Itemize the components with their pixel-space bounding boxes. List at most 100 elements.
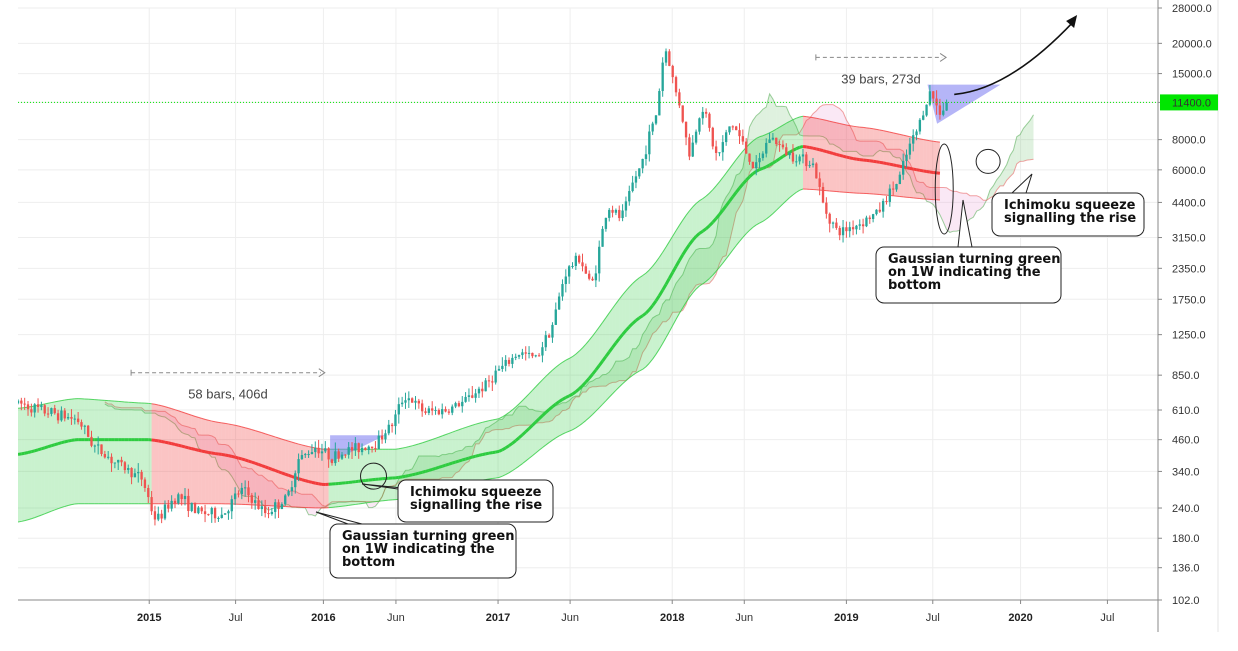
gaussian-mid: [238, 458, 241, 459]
gaussian-band-segment: [803, 116, 806, 189]
candle-body: [628, 191, 630, 201]
gaussian-upper: [402, 447, 405, 448]
gaussian-mid: [285, 474, 288, 475]
candle-body: [812, 164, 814, 166]
gaussian-mid: [38, 449, 41, 450]
gaussian-band-segment: [222, 423, 225, 504]
candle-body: [692, 143, 694, 157]
candle-body: [909, 144, 911, 155]
gaussian-mid: [833, 153, 836, 154]
candle-body: [147, 488, 149, 497]
candle-body: [107, 457, 109, 458]
gaussian-band-segment: [198, 417, 201, 503]
candle-body: [361, 448, 363, 452]
candle-body: [304, 454, 306, 455]
candle-body: [788, 153, 790, 156]
gaussian-mid: [178, 445, 181, 446]
gaussian-band-segment: [115, 401, 118, 504]
candle-body: [438, 410, 440, 414]
gaussian-band-segment: [496, 419, 499, 479]
candle-body: [37, 404, 39, 407]
candle-body: [658, 91, 660, 115]
candle-body: [274, 502, 276, 512]
gaussian-band-segment: [452, 431, 455, 487]
gaussian-band-segment: [796, 117, 799, 192]
gaussian-mid: [830, 152, 833, 153]
gaussian-mid: [61, 442, 64, 443]
gaussian-band-segment: [492, 419, 495, 478]
candle-body: [187, 496, 189, 511]
gaussian-lower: [18, 521, 21, 522]
gaussian-mid: [312, 482, 315, 483]
gaussian-mid: [452, 462, 455, 463]
gaussian-upper: [65, 400, 68, 401]
candle-body: [104, 454, 106, 457]
gaussian-mid: [639, 316, 642, 318]
gaussian-band-segment: [653, 262, 656, 359]
candle-body: [765, 143, 767, 154]
candle-body: [558, 296, 560, 309]
candle-body: [231, 499, 233, 511]
candle-body: [525, 352, 527, 353]
gaussian-mid: [826, 152, 829, 153]
candle-body: [364, 448, 366, 450]
gaussian-mid: [773, 161, 776, 163]
gaussian-mid: [756, 170, 759, 172]
candle-body: [742, 136, 744, 141]
gaussian-band-segment: [195, 416, 198, 503]
gaussian-band-segment: [740, 151, 743, 241]
candle-body: [211, 508, 213, 514]
gaussian-mid: [512, 441, 515, 444]
candle-body: [50, 408, 52, 414]
gaussian-mid: [796, 147, 799, 148]
gaussian-band-segment: [168, 408, 171, 504]
gaussian-band-segment: [41, 404, 44, 515]
candle-body: [424, 411, 426, 413]
candle-body: [214, 508, 216, 518]
gaussian-mid: [279, 472, 282, 473]
gaussian-mid: [766, 165, 769, 167]
gaussian-mid: [195, 449, 198, 450]
gaussian-mid: [459, 460, 462, 461]
candle-body: [678, 92, 680, 105]
gaussian-band-segment: [469, 425, 472, 483]
candle-body: [862, 224, 864, 226]
gaussian-band-segment: [85, 399, 88, 504]
candle-body: [685, 122, 687, 138]
gaussian-mid: [28, 452, 31, 453]
candle-body: [57, 413, 59, 420]
gaussian-mid: [162, 442, 165, 443]
candle-body: [785, 147, 787, 155]
candle-body: [94, 446, 96, 447]
candle-body: [662, 63, 664, 91]
candle-body: [585, 266, 587, 273]
gaussian-band-segment: [783, 123, 786, 204]
gaussian-band-segment: [299, 444, 302, 507]
candle-body: [301, 455, 303, 459]
candle-body: [27, 404, 29, 409]
gaussian-upper: [850, 126, 853, 127]
candle-body: [551, 325, 553, 338]
candle-body: [307, 454, 309, 455]
gaussian-mid: [432, 468, 435, 469]
gaussian-band-segment: [743, 147, 746, 237]
measure-label-2015: 58 bars, 406d: [188, 387, 268, 402]
candle-body: [738, 130, 740, 136]
candle-body: [795, 161, 797, 162]
gaussian-mid: [472, 456, 475, 457]
candle-body: [712, 128, 714, 147]
gaussian-mid: [850, 158, 853, 159]
gaussian-band-segment: [205, 419, 208, 503]
gaussian-lower: [486, 479, 489, 480]
gaussian-mid: [886, 164, 889, 165]
gaussian-band-segment: [676, 225, 679, 319]
gaussian-band-segment: [118, 401, 121, 503]
gaussian-mid: [426, 470, 429, 471]
gaussian-mid: [893, 165, 896, 166]
candle-body: [344, 455, 346, 456]
gaussian-band-segment: [476, 423, 479, 481]
candle-body: [197, 507, 199, 513]
gaussian-mid: [269, 468, 272, 469]
gaussian-band-segment: [31, 406, 34, 519]
